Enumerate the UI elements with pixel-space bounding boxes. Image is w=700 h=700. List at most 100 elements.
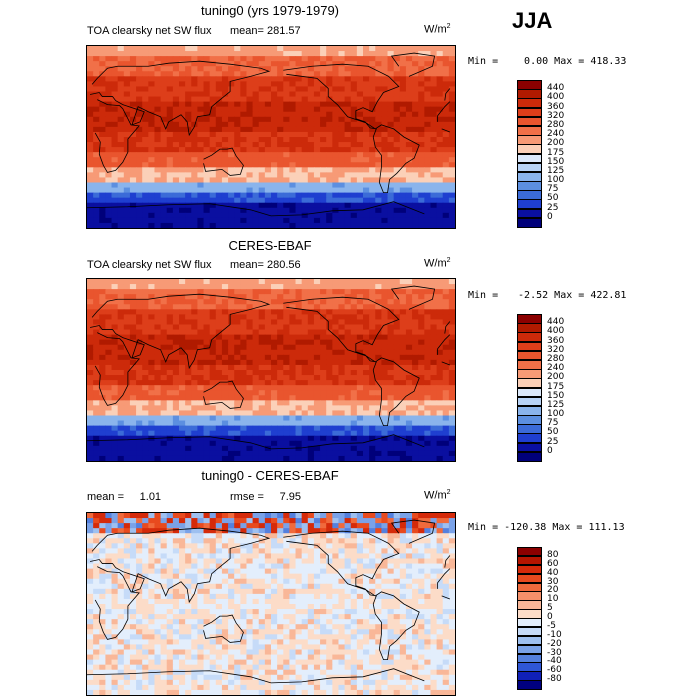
- panel3-units: W/m2: [424, 489, 451, 502]
- colorbar-tick-label: 75: [547, 184, 559, 195]
- colorbar-tick-label: 75: [547, 418, 559, 429]
- coastline: [437, 334, 451, 355]
- panel3-rmse: rmse = 7.95: [230, 491, 301, 503]
- colorbar-cell: [517, 680, 542, 690]
- coastline: [203, 380, 244, 409]
- colorbar-cell: [517, 662, 542, 672]
- coastline: [444, 88, 451, 101]
- colorbar-tick-label: 0: [547, 211, 553, 222]
- colorbar-tick-label: 125: [547, 165, 565, 176]
- colorbar-tick-label: 360: [547, 335, 565, 346]
- coastline: [390, 519, 436, 544]
- panel1-units-text: W/m: [424, 23, 447, 36]
- panel2-title: CERES-EBAF: [228, 238, 312, 253]
- colorbar-cell: [517, 591, 542, 601]
- coastline: [283, 63, 420, 194]
- colorbar-tick-label: 25: [547, 202, 559, 213]
- panel1-min-value: 0.00: [524, 56, 549, 67]
- colorbar-tick-label: 320: [547, 110, 565, 121]
- panel2-mean-value: 280.56: [267, 259, 301, 271]
- colorbar-tick-label: 50: [547, 193, 559, 204]
- panel3-map: [86, 512, 456, 696]
- colorbar-tick-label: 400: [547, 92, 565, 103]
- colorbar-tick-label: 50: [547, 427, 559, 438]
- coastline: [444, 555, 451, 568]
- colorbar-tick-label: 20: [547, 585, 559, 596]
- panel3-rmse-label: rmse =: [230, 491, 264, 503]
- colorbar-tick-label: 320: [547, 344, 565, 355]
- coastline: [283, 296, 420, 427]
- coastline: [283, 530, 420, 661]
- colorbar-tick-label: 25: [547, 436, 559, 447]
- coastline: [441, 128, 451, 133]
- panel1-max-value: 418.33: [590, 56, 627, 67]
- panel2-mean-label: mean=: [230, 259, 264, 271]
- panel2-minmax: Min = -2.52 Max = 422.81: [468, 290, 626, 301]
- panel1-colorbar: 440 400 360 320 280 240 200 175 150 125 100 75 50 25 0: [517, 80, 587, 228]
- panel1-title: tuning0 (yrs 1979-1979): [200, 3, 340, 18]
- colorbar-tick-label: 440: [547, 317, 565, 328]
- coastline: [89, 527, 271, 604]
- panel3-mean: mean = 1.01: [87, 491, 161, 503]
- colorbar-tick-label: 80: [547, 549, 559, 560]
- coastline: [87, 203, 272, 217]
- colorbar-tick-label: 0: [547, 445, 553, 456]
- colorbar-tick-label: 175: [547, 147, 565, 158]
- colorbar-cell: [517, 653, 542, 663]
- panel2-variable: TOA clearsky net SW flux: [87, 259, 212, 271]
- colorbar-tick-label: -20: [547, 638, 562, 649]
- coastline: [203, 614, 244, 643]
- panel2-units-sup: 2: [446, 257, 451, 264]
- panel2-min-label: Min =: [468, 290, 499, 301]
- panel3-minmax: Min = -120.38 Max = 111.13: [468, 522, 625, 533]
- coastline: [89, 293, 271, 370]
- panel2-units-text: W/m: [424, 257, 447, 270]
- panel3-rmse-value: 7.95: [279, 491, 301, 503]
- colorbar-tick-label: 5: [547, 603, 553, 614]
- coastline: [390, 52, 436, 77]
- colorbar-tick-label: 100: [547, 409, 565, 420]
- coastline: [87, 670, 272, 684]
- colorbar-tick-label: 240: [547, 129, 565, 140]
- coastline: [444, 321, 451, 334]
- colorbar-cell: [517, 671, 542, 681]
- panel2-min-value: -2.52: [518, 290, 549, 301]
- colorbar-tick-label: 125: [547, 399, 565, 410]
- panel2-colorbar: 440 400 360 320 280 240 200 175 150 125 100 75 50 25 0: [517, 314, 587, 462]
- colorbar-tick-label: 200: [547, 372, 565, 383]
- colorbar-tick-label: 280: [547, 353, 565, 364]
- colorbar-cell: [517, 626, 542, 637]
- coastline: [89, 60, 271, 137]
- colorbar-tick-label: 400: [547, 326, 565, 337]
- panel1-minmax: Min = 0.00 Max = 418.33: [468, 56, 626, 67]
- colorbar-tick-label: 360: [547, 101, 565, 112]
- panel1-variable: TOA clearsky net SW flux: [87, 25, 212, 37]
- colorbar-tick-label: 150: [547, 156, 565, 167]
- panel1-mean-value: 281.57: [267, 25, 301, 37]
- panel3-colorbar: 80 60 40 30 20 10 5 0 -5 -10 -20 -30 -40 -60 -80: [517, 547, 587, 690]
- panel3-title: tuning0 - CERES-EBAF: [201, 468, 339, 483]
- panel3-max-label: Max =: [552, 522, 583, 533]
- coastline: [203, 147, 244, 176]
- coastline: [270, 668, 425, 684]
- panel1-units-sup: 2: [446, 23, 451, 30]
- colorbar-cell: [517, 618, 542, 628]
- coastline: [270, 201, 425, 217]
- colorbar-tick-label: -30: [547, 647, 562, 658]
- coastline: [270, 434, 425, 450]
- map2-field: [87, 279, 455, 461]
- colorbar-cell: [517, 635, 542, 646]
- colorbar-cell: [517, 217, 542, 228]
- coastline: [390, 285, 436, 310]
- panel2-max-label: Max =: [554, 290, 585, 301]
- colorbar-tick-label: 0: [547, 612, 553, 622]
- panel1-units: W/m2: [424, 23, 451, 36]
- colorbar-cell: [517, 547, 542, 557]
- panel2-mean: mean= 280.56: [230, 259, 301, 271]
- coastline: [437, 568, 451, 589]
- colorbar-tick-label: -40: [547, 656, 562, 667]
- colorbar-cell: [517, 644, 542, 654]
- colorbar-tick-label: -10: [547, 629, 562, 640]
- colorbar-tick-label: 175: [547, 381, 565, 392]
- colorbar-cell: [517, 564, 542, 575]
